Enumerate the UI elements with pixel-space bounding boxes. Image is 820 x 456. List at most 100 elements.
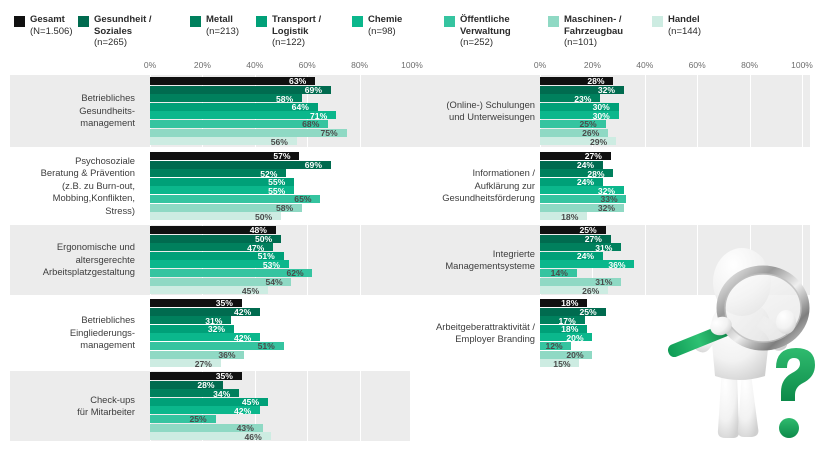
bar-value-label: 69%	[304, 85, 322, 95]
legend-item: Chemie (n=98)	[352, 14, 402, 37]
bar	[150, 76, 316, 85]
gridline	[359, 371, 361, 441]
bar	[540, 111, 619, 120]
gridline	[749, 150, 751, 222]
axis-tick-label: 0%	[143, 60, 157, 70]
bar	[540, 333, 593, 342]
plot-area: 25% 27% 31% 24% 36% 14% 31% 26%	[540, 225, 803, 296]
bar	[540, 128, 609, 137]
bar-value-label: 28%	[587, 76, 605, 87]
bar	[540, 212, 588, 221]
bar-value-label: 25%	[579, 119, 597, 130]
legend-label: Öffentliche Verwaltung (n=252)	[460, 14, 511, 48]
gridline	[540, 225, 541, 295]
gridline	[307, 225, 309, 295]
axis-tick-label: 80%	[351, 60, 369, 70]
legend-swatch-icon	[78, 16, 89, 27]
gridline	[202, 298, 204, 368]
bar	[150, 406, 261, 415]
bar-value-label: 64%	[291, 102, 309, 113]
plot-area: 57% 69% 52% 55% 55% 65% 58% 50%	[150, 150, 413, 222]
gridline	[254, 298, 256, 368]
gridline	[307, 371, 309, 441]
legend-swatch-icon	[190, 16, 201, 27]
bar-stack: 18% 25% 17% 18% 20% 12% 20% 15%	[540, 298, 802, 368]
bar-stack: 63% 69% 58% 64% 71% 68% 75% 56%	[150, 75, 412, 147]
category-label: Ergonomische und altersgerechte Arbeitsp…	[42, 241, 135, 278]
bar	[150, 186, 295, 195]
bar-value-label: 42%	[234, 332, 252, 343]
category-label: Psychosoziale Beratung & Prävention (z.B…	[40, 154, 135, 216]
gridline	[307, 150, 309, 222]
legend-label: Transport / Logistik (n=122)	[272, 14, 322, 48]
bar-value-label: 14%	[550, 268, 568, 279]
axis-tick-label: 80%	[741, 60, 759, 70]
legend-item: Öffentliche Verwaltung (n=252)	[444, 14, 511, 49]
gridline	[150, 75, 151, 147]
bar-value-label: 26%	[582, 285, 600, 296]
legend-swatch-icon	[352, 16, 363, 27]
bar	[150, 286, 268, 295]
bar	[540, 324, 588, 333]
gridline	[150, 225, 151, 295]
axis-tick-label: 60%	[688, 60, 706, 70]
bar	[540, 177, 603, 186]
bar	[150, 298, 242, 307]
gridline	[202, 75, 204, 147]
bar	[150, 389, 240, 398]
legend-label: Gesamt (N=1.506)	[30, 14, 73, 37]
bar-value-label: 42%	[234, 307, 252, 317]
bar	[540, 286, 609, 295]
bar	[540, 316, 585, 325]
bar-value-label: 68%	[302, 119, 320, 130]
legend-label: Maschinen- / Fahrzeugbau (n=101)	[564, 14, 624, 48]
bar	[150, 225, 276, 234]
gridline	[150, 371, 151, 441]
legend-sample-size: (n=122)	[272, 37, 306, 48]
legend-sample-size: (N=1.506)	[30, 25, 73, 37]
chart-group: (Online-) Schulungen und Unterweisungen 2…	[410, 75, 810, 147]
bar-value-label: 25%	[579, 307, 597, 317]
bar	[540, 194, 627, 203]
bar-value-label: 75%	[320, 128, 338, 138]
bar	[150, 234, 281, 243]
chart-group: Psychosoziale Beratung & Prävention (z.B…	[10, 150, 413, 222]
bar-stack: 35% 28% 34% 45% 42% 25% 43% 46%	[150, 371, 412, 441]
plot-area: 27% 24% 28% 24% 32% 33% 32% 18%	[540, 150, 803, 222]
bar	[150, 350, 245, 359]
bar-value-label: 50%	[255, 211, 273, 222]
bar-value-label: 30%	[592, 110, 610, 121]
bar-value-label: 50%	[255, 234, 273, 244]
bar-value-label: 42%	[234, 405, 252, 416]
gridline	[307, 298, 309, 368]
chart-column-right: (Online-) Schulungen und Unterweisungen 2…	[410, 75, 810, 371]
gridline	[697, 150, 699, 222]
chart-group: Informationen / Aufklärung zur Gesundhei…	[410, 150, 810, 222]
bar-value-label: 25%	[579, 225, 597, 236]
x-axis-left: 0% 20% 40% 60% 80% 100%	[144, 60, 423, 74]
bar	[150, 371, 242, 380]
bar	[150, 307, 261, 316]
bar	[150, 169, 287, 178]
legend-swatch-icon	[14, 16, 25, 27]
bar	[540, 298, 588, 307]
gridline	[644, 150, 646, 222]
chart-column-left: Betriebliches Gesundheits- management 63%…	[10, 75, 413, 444]
gridline	[359, 150, 361, 222]
category-label: Betriebliches Eingliederungs- management	[69, 314, 135, 351]
bar	[150, 423, 263, 432]
legend-label: Metall (n=213)	[206, 14, 240, 37]
plot-area: 18% 25% 17% 18% 20% 12% 20% 15%	[540, 298, 803, 368]
category-label: Betriebliches Gesundheits- management	[79, 92, 135, 129]
bar	[540, 268, 577, 277]
legend-swatch-icon	[444, 16, 455, 27]
bar-stack: 27% 24% 28% 24% 32% 33% 32% 18%	[540, 150, 802, 222]
legend-item: Gesamt (N=1.506)	[14, 14, 73, 37]
legend-label: Chemie (n=98)	[368, 14, 403, 37]
bar	[150, 212, 281, 221]
bar	[540, 203, 624, 212]
axis-tick-label: 40%	[246, 60, 264, 70]
bar	[150, 316, 232, 325]
gridline	[359, 298, 361, 368]
bar	[540, 85, 624, 94]
